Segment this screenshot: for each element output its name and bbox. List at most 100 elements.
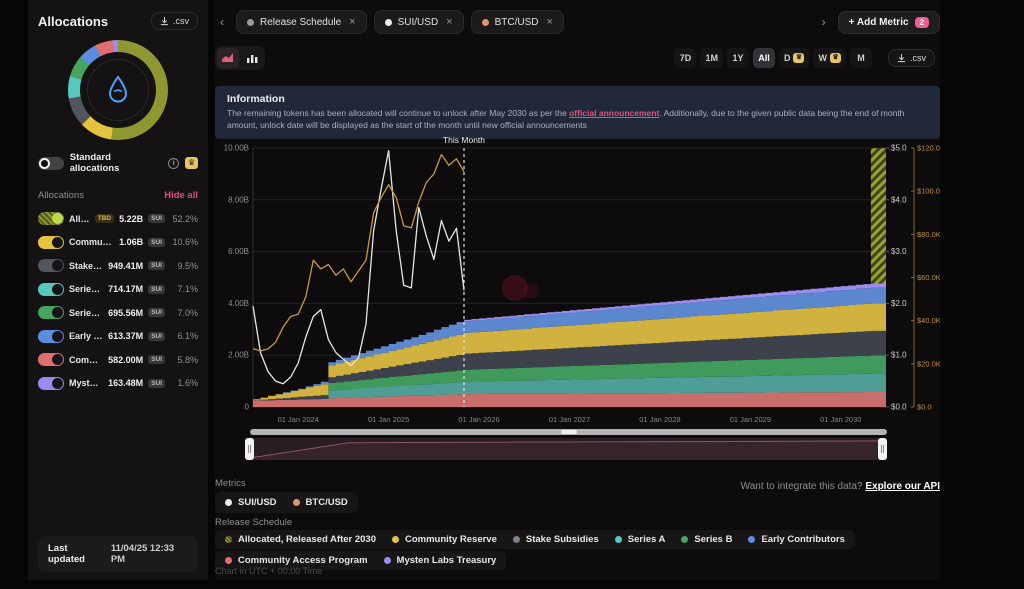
premium-crown-icon: ♛ bbox=[793, 53, 805, 63]
add-metric-count-badge: 2 bbox=[914, 16, 929, 28]
allocation-amount: 1.06B bbox=[119, 237, 144, 248]
tab-color-dot bbox=[481, 18, 489, 26]
token-unit-badge: SUI bbox=[148, 355, 165, 365]
metric-legend-item[interactable]: SUI/USD bbox=[225, 497, 277, 508]
metric-tab[interactable]: SUI/USD × bbox=[373, 10, 464, 34]
allocation-toggle[interactable] bbox=[38, 329, 64, 343]
official-announcement-link[interactable]: official announcement bbox=[569, 108, 660, 118]
token-unit-badge: SUI bbox=[148, 261, 165, 271]
range-button[interactable]: M bbox=[849, 48, 872, 68]
brush-overview-chart bbox=[250, 440, 887, 460]
range-button[interactable]: 7D bbox=[674, 48, 697, 68]
chart-csv-download-button[interactable]: .csv bbox=[887, 49, 935, 67]
tab-label: BTC/USD bbox=[494, 16, 539, 28]
tabs-scroll-right-icon[interactable]: › bbox=[821, 15, 826, 29]
release-schedule-chart[interactable]: 0 2.00B 4.00B 6.00B 8.00B 10.00B This Month $0.… bbox=[215, 136, 940, 432]
range-button[interactable]: W ♛ bbox=[813, 48, 846, 68]
allocation-toggle[interactable] bbox=[38, 353, 64, 367]
release-section-label: Release Schedule bbox=[215, 517, 293, 528]
allocation-toggle[interactable] bbox=[38, 235, 64, 249]
allocation-row: Series A 714.17M SUI 7.1% bbox=[38, 278, 198, 302]
allocation-toggle[interactable] bbox=[38, 259, 64, 273]
legend-color-dot bbox=[681, 536, 689, 543]
release-legend-item[interactable]: Mysten Labs Treasury bbox=[383, 555, 497, 566]
allocation-toggle[interactable] bbox=[38, 212, 64, 226]
svg-text:01 Jan 2024: 01 Jan 2024 bbox=[278, 415, 319, 424]
chart-scrollbar[interactable] bbox=[250, 429, 887, 435]
tab-color-dot bbox=[384, 18, 392, 26]
download-icon bbox=[897, 53, 906, 62]
svg-text:01 Jan 2026: 01 Jan 2026 bbox=[458, 415, 499, 424]
tabs-scroll-left-icon[interactable]: ‹ bbox=[220, 15, 224, 29]
legend-label: Series B bbox=[694, 534, 733, 545]
api-promo: Want to integrate this data? Explore our… bbox=[740, 481, 940, 492]
svg-text:This Month: This Month bbox=[443, 136, 485, 145]
svg-text:$3.0: $3.0 bbox=[891, 247, 907, 256]
legend-label: Mysten Labs Treasury bbox=[396, 555, 497, 566]
allocation-amount: 949.41M bbox=[108, 260, 144, 271]
close-tab-icon[interactable]: × bbox=[349, 16, 356, 28]
allocations-list: Allocat... TBD 5.22B SUI 52.2% Community… bbox=[38, 207, 198, 395]
allocation-name: Stake Subsi... bbox=[69, 260, 103, 271]
release-legend-item[interactable]: Allocated, Released After 2030 bbox=[225, 534, 376, 545]
allocation-percent: 10.6% bbox=[172, 237, 198, 248]
range-controls: 7D 1M 1Y All D ♛ bbox=[674, 48, 935, 68]
download-icon bbox=[160, 16, 169, 25]
svg-text:$0.0: $0.0 bbox=[891, 403, 907, 412]
range-button[interactable]: 1Y bbox=[726, 48, 749, 68]
allocation-amount: 695.56M bbox=[108, 307, 144, 318]
release-legend-item[interactable]: Community Reserve bbox=[392, 534, 497, 545]
legend-color-dot bbox=[512, 536, 520, 543]
svg-text:01 Jan 2027: 01 Jan 2027 bbox=[549, 415, 590, 424]
legend-label: Allocated, Released After 2030 bbox=[238, 534, 376, 545]
allocation-toggle[interactable] bbox=[38, 306, 64, 320]
release-legend-item[interactable]: Early Contributors bbox=[748, 534, 845, 545]
svg-text:$2.0: $2.0 bbox=[891, 299, 907, 308]
close-tab-icon[interactable]: × bbox=[546, 16, 553, 28]
legend-label: Community Access Program bbox=[238, 555, 368, 566]
release-legend-item[interactable]: Series B bbox=[681, 534, 732, 545]
standard-allocations-toggle[interactable] bbox=[38, 156, 64, 170]
hide-all-link[interactable]: Hide all bbox=[164, 190, 198, 201]
brush-handle-right[interactable] bbox=[878, 438, 887, 460]
explore-api-link[interactable]: Explore our API bbox=[865, 481, 940, 492]
token-unit-badge: SUI bbox=[148, 331, 165, 341]
last-updated-box: Last updated 11/04/25 12:33 PM bbox=[38, 536, 198, 572]
allocation-amount: 163.48M bbox=[108, 378, 144, 389]
allocation-toggle[interactable] bbox=[38, 376, 64, 390]
svg-text:$20.0K: $20.0K bbox=[917, 359, 940, 368]
legend-label: Series A bbox=[627, 534, 666, 545]
svg-text:$120.0K: $120.0K bbox=[917, 144, 940, 153]
allocation-percent: 9.5% bbox=[177, 260, 198, 271]
sidebar-csv-download-button[interactable]: .csv bbox=[150, 12, 198, 30]
premium-crown-icon: ♛ bbox=[185, 157, 198, 169]
release-legend-item[interactable]: Series A bbox=[614, 534, 666, 545]
information-banner: Information The remaining tokens has bee… bbox=[215, 86, 940, 139]
allocation-row: Community ... 582.00M SUI 5.8% bbox=[38, 348, 198, 372]
allocation-toggle[interactable] bbox=[38, 282, 64, 296]
range-button[interactable]: All bbox=[752, 48, 775, 68]
legend-color-dot bbox=[225, 557, 232, 564]
add-metric-button[interactable]: + Add Metric 2 bbox=[837, 10, 940, 34]
range-button[interactable]: 1M bbox=[700, 48, 723, 68]
metric-tab[interactable]: BTC/USD × bbox=[470, 10, 564, 34]
allocation-amount: 613.37M bbox=[108, 331, 144, 342]
area-chart-type-button[interactable] bbox=[217, 48, 239, 68]
brush-handle-left[interactable] bbox=[245, 438, 254, 460]
allocation-percent: 7.0% bbox=[177, 307, 198, 318]
allocation-row: Allocat... TBD 5.22B SUI 52.2% bbox=[38, 207, 198, 231]
release-legend-item[interactable]: Stake Subsidies bbox=[512, 534, 599, 545]
info-icon[interactable]: i bbox=[168, 157, 180, 169]
token-unit-badge: SUI bbox=[148, 237, 165, 247]
timeline-brush[interactable] bbox=[250, 438, 887, 460]
allocation-name: Series B bbox=[69, 307, 104, 318]
range-button[interactable]: D ♛ bbox=[778, 48, 810, 68]
release-legend-item[interactable]: Community Access Program bbox=[225, 555, 368, 566]
premium-crown-icon: ♛ bbox=[829, 53, 841, 63]
close-tab-icon[interactable]: × bbox=[446, 16, 453, 28]
legend-color-dot bbox=[292, 499, 300, 506]
metric-legend-item[interactable]: BTC/USD bbox=[292, 497, 348, 508]
bar-chart-type-button[interactable] bbox=[241, 48, 263, 68]
svg-text:01 Jan 2025: 01 Jan 2025 bbox=[368, 415, 409, 424]
metric-tab[interactable]: Release Schedule × bbox=[236, 10, 367, 34]
